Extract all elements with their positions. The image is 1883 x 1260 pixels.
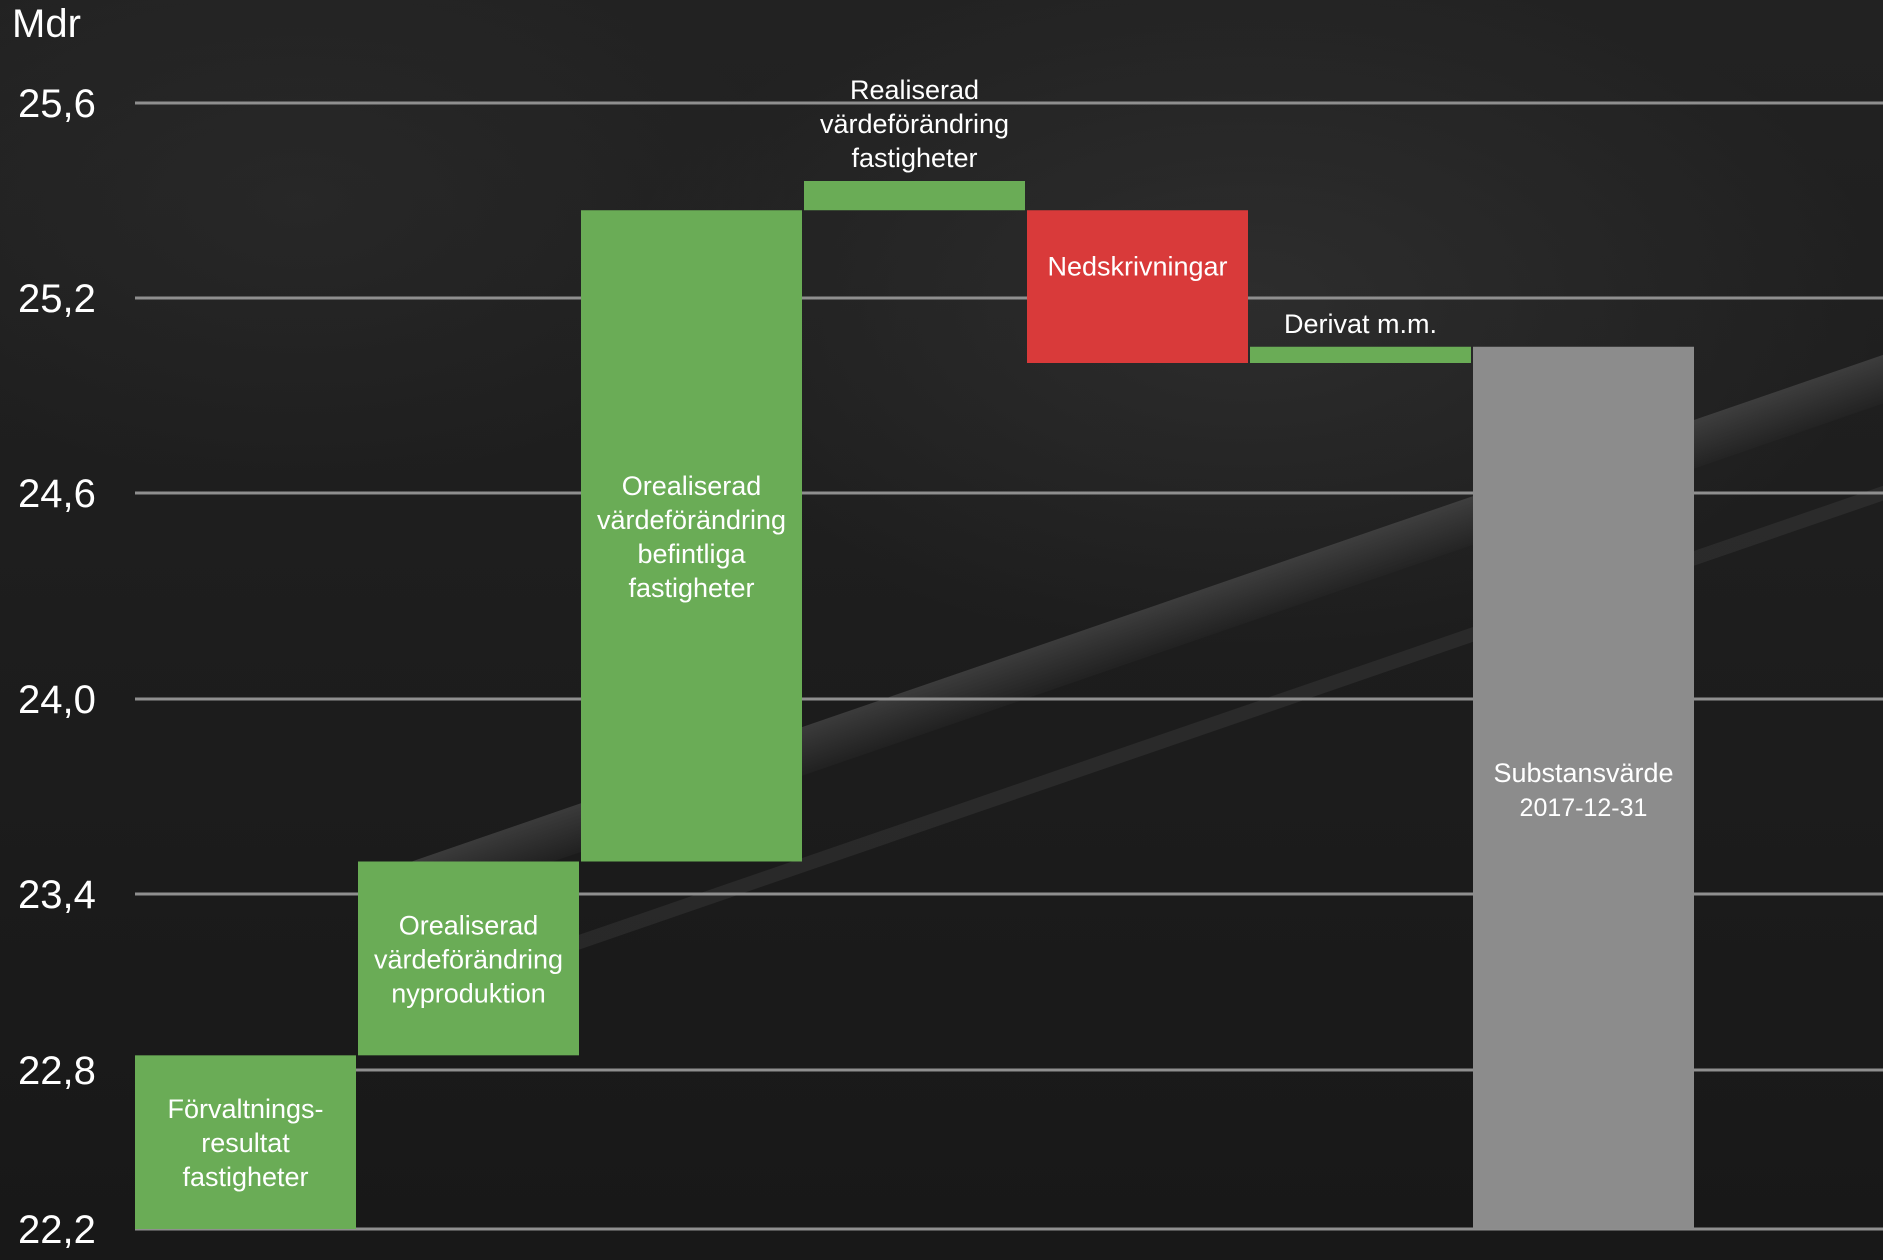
- bar-label: Substansvärde: [1493, 758, 1673, 788]
- bar-label: resultat: [201, 1128, 290, 1158]
- bar-label: värdeförändring: [597, 505, 786, 535]
- bar-increase: [1250, 346, 1471, 363]
- y-tick-label: 22,8: [18, 1049, 96, 1093]
- y-axis-unit-label: Mdr: [12, 2, 81, 46]
- bar-label: Derivat m.m.: [1284, 309, 1437, 339]
- bar-label: fastigheter: [628, 573, 754, 603]
- bar-increase: [358, 861, 579, 1056]
- bar-label: 2017-12-31: [1520, 794, 1648, 822]
- bar-decrease: [1027, 210, 1248, 363]
- bar-label: fastigheter: [851, 143, 977, 173]
- bar-label: Realiserad: [850, 75, 979, 105]
- y-tick-label: 24,6: [18, 472, 96, 516]
- y-tick-label: 23,4: [18, 873, 96, 917]
- y-tick-label: 22,2: [18, 1208, 96, 1252]
- y-tick-label: 24,0: [18, 678, 96, 722]
- bar-label: Orealiserad: [399, 910, 539, 940]
- bar-labels: Förvaltnings-resultat fastigheter Orealise…: [167, 75, 1673, 1192]
- y-tick-labels: 22,2 22,8 23,4 24,0 24,6 25,2 25,6: [18, 82, 96, 1252]
- bar-label: befintliga: [637, 539, 746, 569]
- bar-label: värdeförändring: [820, 109, 1009, 139]
- bar-label: nyproduktion: [391, 978, 546, 1008]
- bar-label: Nedskrivningar: [1047, 251, 1227, 281]
- bar-label: värdeförändring: [374, 944, 563, 974]
- bar-label: Orealiserad: [622, 471, 762, 501]
- y-tick-label: 25,6: [18, 82, 96, 126]
- bars: [135, 181, 1694, 1229]
- bar-label: fastigheter: [182, 1162, 308, 1192]
- bar-total: [1473, 346, 1694, 1229]
- bar-label: Förvaltnings-: [167, 1094, 323, 1124]
- bar-increase: [804, 181, 1025, 211]
- bar-increase: [581, 210, 802, 862]
- bar-increase: [135, 1055, 356, 1229]
- y-tick-label: 25,2: [18, 277, 96, 321]
